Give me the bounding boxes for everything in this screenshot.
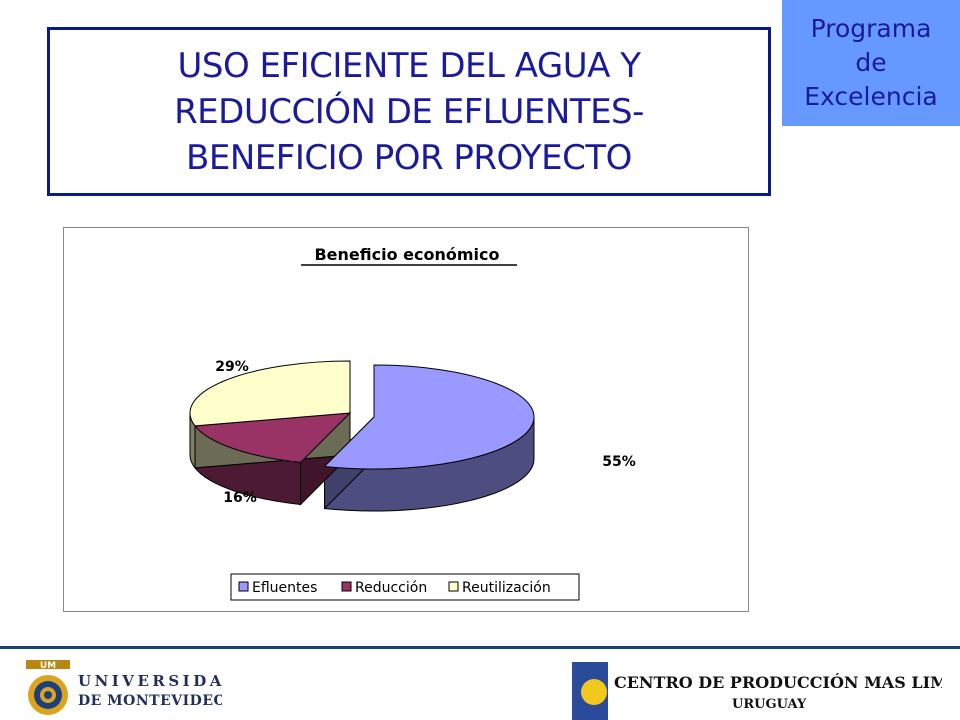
um-mark-text: UM	[40, 661, 56, 671]
legend-item-efluentes: Efluentes	[238, 580, 317, 596]
legend-label: Efluentes	[252, 580, 317, 596]
legend-swatch	[341, 581, 352, 592]
legend-item-reducción: Reducción	[341, 580, 427, 596]
badge-line-2: de	[855, 48, 887, 77]
pie-chart: Beneficio económico 55% 16% 29% Efluentes R…	[189, 245, 636, 601]
legend-swatch	[448, 581, 459, 592]
chart-title: Beneficio económico	[314, 245, 499, 264]
data-label-reducción: 16%	[223, 490, 257, 506]
badge-line-3: Excelencia	[804, 82, 938, 111]
data-labels: 55% 16% 29%	[215, 359, 636, 506]
pie-slice-reutilización	[189, 360, 351, 427]
cpml-line-2: URUGUAY	[732, 697, 807, 712]
data-label-efluentes: 55%	[602, 454, 636, 470]
legend-box	[230, 573, 580, 601]
program-badge: Programa de Excelencia	[782, 0, 960, 126]
cpml-line-1: CENTRO DE PRODUCCIÓN MAS LIMPIA	[614, 672, 942, 692]
um-line-2: DE MONTEVIDEO	[78, 693, 222, 709]
centro-produccion-mas-limpia-logo: CENTRO DE PRODUCCIÓN MAS LIMPIA URUGUAY	[572, 662, 942, 720]
slide-title: USO EFICIENTE DEL AGUA Y REDUCCIÓN DE EF…	[47, 27, 771, 196]
chart-legend: Efluentes Reducción Reutilización	[230, 573, 580, 601]
footer-divider	[0, 646, 960, 649]
slide-title-line-1: USO EFICIENTE DEL AGUA Y	[177, 45, 642, 86]
legend-swatch	[238, 581, 249, 592]
chart-frame: Beneficio económico 55% 16% 29% Efluentes R…	[63, 227, 749, 612]
legend-item-reutilización: Reutilización	[448, 580, 551, 596]
badge-line-1: Programa	[810, 14, 932, 43]
pie-slices	[189, 360, 535, 512]
um-mark-bar	[26, 660, 70, 669]
legend-label: Reutilización	[462, 580, 551, 596]
slide-title-line-2: REDUCCIÓN DE EFLUENTES-	[174, 91, 644, 132]
slide-title-line-3: BENEFICIO POR PROYECTO	[186, 137, 632, 178]
data-label-reutilización: 29%	[215, 359, 249, 375]
legend-label: Reducción	[355, 580, 427, 596]
pie-slice-reducción	[194, 412, 352, 463]
pie-slice-efluentes	[323, 364, 535, 470]
